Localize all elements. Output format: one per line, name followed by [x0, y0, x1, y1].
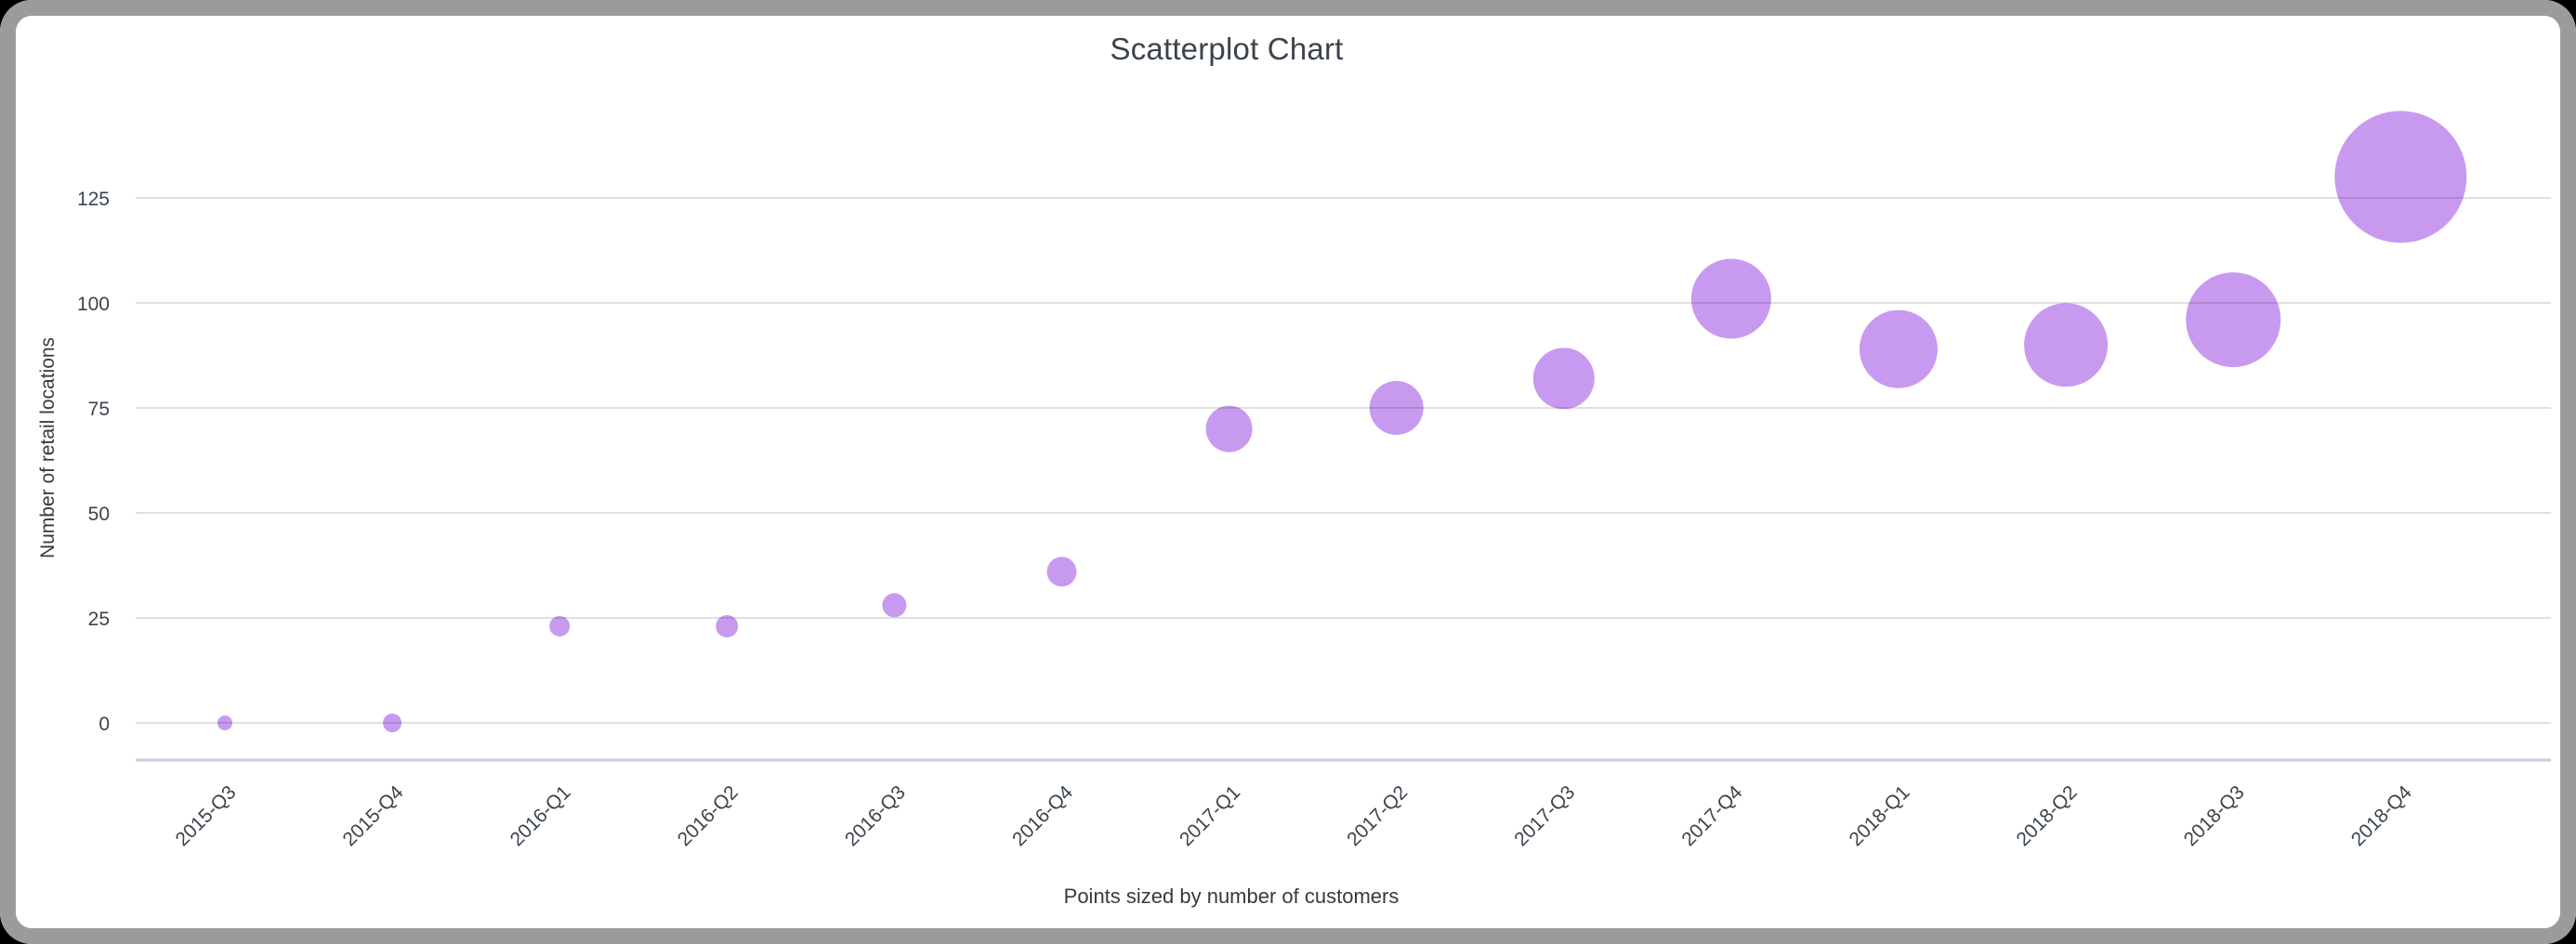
x-tick-label-2016-Q4: 2016-Q4: [1008, 781, 1077, 850]
x-tick-label-2018-Q4: 2018-Q4: [2347, 781, 2416, 850]
x-tick-label-2015-Q4: 2015-Q4: [339, 781, 408, 850]
x-tick-label-2015-Q3: 2015-Q3: [171, 781, 240, 850]
data-point-2016-Q4[interactable]: [1046, 557, 1077, 587]
x-tick-label-2017-Q4: 2017-Q4: [1677, 781, 1746, 850]
x-tick-label-2018-Q1: 2018-Q1: [1845, 781, 1913, 850]
data-point-2018-Q2[interactable]: [2024, 303, 2109, 387]
data-points-layer: [217, 111, 2467, 732]
data-point-2017-Q4[interactable]: [1690, 258, 1771, 339]
data-point-2016-Q1[interactable]: [549, 616, 571, 636]
data-point-2017-Q2[interactable]: [1369, 381, 1424, 435]
data-point-2015-Q4[interactable]: [383, 714, 402, 732]
x-tick-label-2016-Q3: 2016-Q3: [841, 781, 910, 850]
x-tick-label-2018-Q3: 2018-Q3: [2180, 781, 2249, 850]
y-tick-label-25: 25: [88, 609, 110, 630]
data-point-2017-Q3[interactable]: [1532, 347, 1595, 410]
x-tick-label-2017-Q2: 2017-Q2: [1343, 781, 1412, 850]
data-point-2016-Q3[interactable]: [882, 593, 907, 618]
x-tick-label-2017-Q1: 2017-Q1: [1176, 781, 1244, 850]
data-point-2018-Q4[interactable]: [2334, 111, 2467, 243]
gridlines-layer: [136, 197, 2551, 724]
data-point-2018-Q1[interactable]: [1860, 309, 1938, 388]
y-tick-label-50: 50: [88, 504, 110, 525]
x-tick-label-2018-Q2: 2018-Q2: [2013, 781, 2082, 850]
x-axis-caption: Points sized by number of customers: [1063, 885, 1400, 908]
tick-labels-layer: 0 25 50 75 100 125 2015-Q3 2015-Q4 2016-Q1 2016-Q…: [77, 189, 2416, 850]
y-tick-label-125: 125: [77, 189, 110, 210]
data-point-2015-Q3[interactable]: [217, 715, 232, 730]
y-tick-label-100: 100: [77, 294, 110, 315]
x-tick-label-2016-Q1: 2016-Q1: [506, 781, 575, 850]
x-tick-label-2016-Q2: 2016-Q2: [674, 781, 743, 850]
data-point-2016-Q2[interactable]: [716, 615, 739, 637]
data-point-2017-Q1[interactable]: [1205, 405, 1253, 452]
y-tick-label-75: 75: [88, 399, 110, 420]
x-tick-label-2017-Q3: 2017-Q3: [1510, 781, 1579, 850]
y-tick-label-0: 0: [99, 714, 110, 735]
chart-title: Scatterplot Chart: [1110, 32, 1344, 66]
data-point-2018-Q3[interactable]: [2186, 272, 2281, 368]
